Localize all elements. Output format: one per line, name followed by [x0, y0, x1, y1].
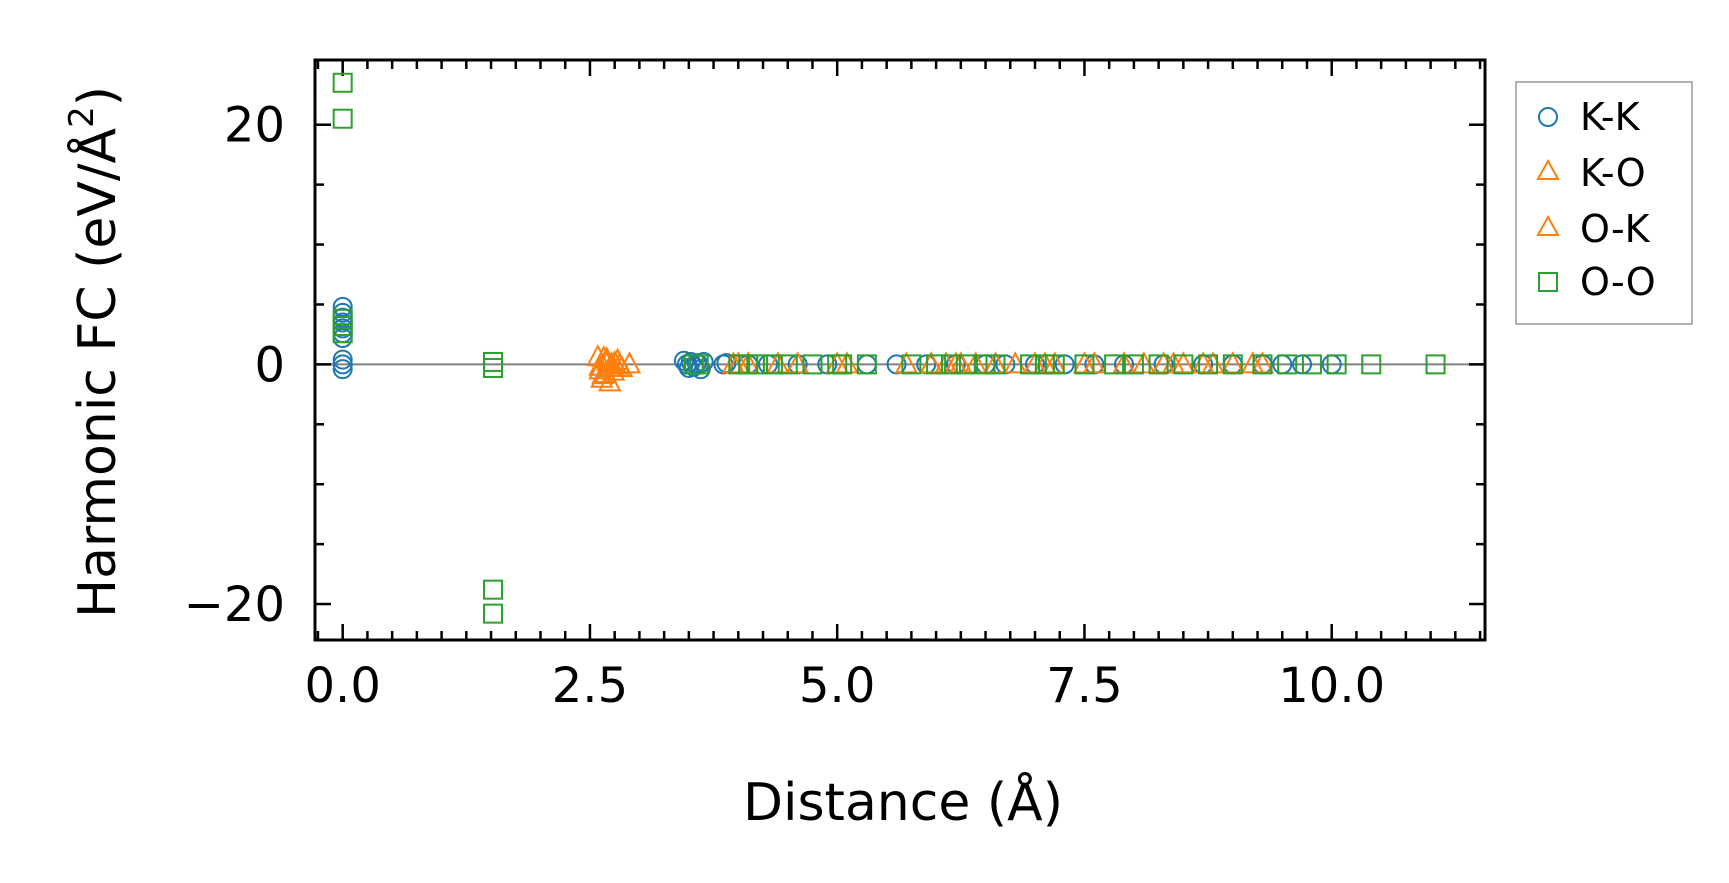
- data-point-square: [802, 354, 823, 375]
- legend-label-ok: O-K: [1580, 207, 1651, 251]
- data-point-square: [940, 354, 961, 375]
- data-point-square: [332, 323, 353, 344]
- legend-label-ko: K-O: [1580, 151, 1646, 195]
- y-axis-label-superscript: 2: [62, 106, 102, 128]
- data-point-triangle: [602, 358, 626, 381]
- y-axis-label-main: Harmonic FC (eV/Å: [66, 127, 128, 618]
- data-point-square: [1222, 354, 1243, 375]
- data-point-triangle: [598, 369, 622, 392]
- data-point-square: [901, 354, 922, 375]
- data-points: [332, 72, 1446, 624]
- data-point-square: [748, 354, 769, 375]
- data-point-square: [483, 603, 504, 624]
- legend-label-kk: K-K: [1580, 95, 1641, 139]
- y-axis-label-close: ): [68, 86, 128, 106]
- data-point-square: [1104, 354, 1125, 375]
- data-point-square: [1301, 354, 1322, 375]
- x-tick-label: 10.0: [1278, 658, 1385, 714]
- data-point-square: [332, 108, 353, 129]
- data-point-square: [856, 354, 877, 375]
- data-point-square: [483, 579, 504, 600]
- y-tick-label: −20: [184, 577, 285, 633]
- data-point-square: [1074, 354, 1095, 375]
- data-point-square: [832, 354, 853, 375]
- legend-entry-ok: O-K: [1536, 207, 1651, 251]
- plot-frame: [313, 58, 1487, 642]
- data-point-square: [1123, 354, 1144, 375]
- x-tick-label: 7.5: [1046, 658, 1122, 714]
- y-tick-label: 20: [224, 98, 285, 154]
- legend-entry-kk: K-K: [1538, 95, 1641, 139]
- series-o-o: [332, 72, 1446, 624]
- data-point-triangle: [603, 350, 627, 373]
- data-point-square: [1326, 354, 1347, 375]
- data-point-square: [1425, 354, 1446, 375]
- legend-box: [1515, 81, 1693, 325]
- data-point-triangle: [591, 362, 615, 385]
- data-point-circle: [332, 359, 353, 380]
- data-point-square: [955, 354, 976, 375]
- data-point-circle: [332, 354, 353, 375]
- data-point-square: [762, 354, 783, 375]
- data-point-square: [1148, 354, 1169, 375]
- data-point-square: [688, 354, 709, 375]
- x-tick-label: 0.0: [305, 658, 381, 714]
- data-point-square: [1252, 354, 1273, 375]
- data-point-square: [777, 354, 798, 375]
- data-point-circle: [332, 296, 353, 317]
- data-point-square: [985, 354, 1006, 375]
- x-tick-label: 5.0: [799, 658, 875, 714]
- legend-circle-marker: [1538, 107, 1558, 127]
- axis-ticks: 0.0 2.5 5.0 7.5 10.0 −20 0 20: [184, 60, 1485, 714]
- data-point-square: [1020, 354, 1041, 375]
- data-point-square: [483, 357, 504, 378]
- y-tick-label: 0: [254, 337, 285, 393]
- legend-label-oo: O-O: [1580, 260, 1656, 304]
- data-point-square: [926, 354, 947, 375]
- x-tick-label: 2.5: [552, 658, 628, 714]
- legend: K-K K-O O-K O-O: [1515, 81, 1693, 325]
- x-axis-label: Distance (Å): [743, 771, 1063, 833]
- legend-triangle-marker: [1536, 214, 1560, 236]
- data-point-triangle: [598, 354, 622, 377]
- data-point-triangle: [607, 352, 632, 375]
- data-point-circle: [332, 349, 353, 370]
- legend-entry-ko: K-O: [1536, 151, 1646, 195]
- legend-triangle-marker: [1536, 158, 1560, 180]
- legend-entry-oo: O-O: [1538, 260, 1656, 304]
- data-point-square: [1198, 354, 1219, 375]
- data-point-square: [1173, 354, 1194, 375]
- data-point-square: [1361, 354, 1382, 375]
- y-axis-label: Harmonic FC (eV/Å2): [62, 86, 128, 618]
- data-point-square: [332, 72, 353, 93]
- legend-square-marker: [1538, 272, 1558, 292]
- data-point-square: [483, 351, 504, 372]
- data-point-square: [1044, 354, 1065, 375]
- data-point-square: [1277, 354, 1298, 375]
